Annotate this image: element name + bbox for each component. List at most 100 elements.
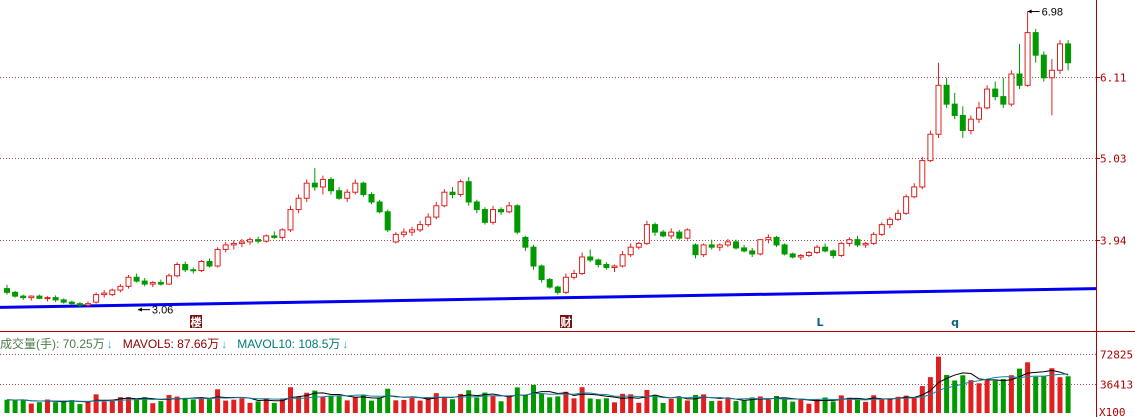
volume-bar (936, 356, 941, 413)
event-marker[interactable]: 楼 (190, 315, 202, 329)
candle-body (660, 231, 667, 237)
event-marker-box (190, 315, 202, 328)
candle-body (190, 269, 197, 272)
volume-bar (207, 399, 212, 413)
candle-body (814, 246, 820, 253)
candlestick (157, 279, 164, 286)
volume-bar (296, 396, 302, 413)
candle-body (846, 239, 853, 244)
candle-body (797, 254, 804, 258)
candle-body (68, 301, 75, 305)
candlestick (976, 101, 982, 123)
down-arrow-icon: ↓ (342, 337, 349, 351)
candlestick (255, 236, 262, 244)
down-arrow-icon: ↓ (106, 337, 113, 351)
volume-bar (36, 402, 42, 413)
candle-body (263, 235, 270, 242)
candlestick (660, 229, 667, 238)
volume-bar (814, 399, 820, 413)
candle-body (1008, 73, 1015, 105)
candle-body (741, 247, 748, 252)
candlestick (765, 234, 772, 244)
candlestick (733, 239, 739, 250)
volume-bar (4, 399, 10, 413)
candlestick (68, 300, 75, 306)
volume-bar (174, 396, 180, 413)
candlestick (514, 204, 521, 235)
mavol5-line (6, 369, 1069, 403)
candlestick (360, 181, 367, 197)
volume-bar (409, 397, 415, 413)
mavol10-line (6, 373, 1069, 402)
volume-bar (612, 402, 617, 413)
candle-body (28, 295, 35, 299)
volume-bar (620, 393, 626, 413)
candle-body (109, 289, 116, 296)
volume-bar (117, 397, 123, 413)
candlestick (392, 232, 399, 244)
volume-bar (61, 401, 67, 413)
candle-body (360, 182, 367, 195)
candle-body (433, 205, 440, 218)
candlestick (652, 222, 658, 236)
volume-bar (93, 394, 99, 413)
candle-body (781, 244, 788, 255)
candle-body (93, 294, 100, 303)
event-marker[interactable]: 财 (560, 315, 573, 329)
candle-body (546, 279, 553, 288)
candle-body (643, 224, 650, 244)
candlestick (846, 237, 853, 247)
candle-body (328, 178, 334, 192)
candlestick (530, 244, 537, 270)
candle-body (886, 218, 893, 226)
volume-bar (271, 402, 277, 413)
candlestick (1016, 43, 1023, 90)
volume-bar (571, 398, 577, 413)
event-marker-label: 财 (560, 315, 572, 329)
volume-bar (377, 397, 383, 413)
candle-body (530, 246, 537, 267)
volume-bar (158, 401, 164, 413)
candlestick (716, 243, 723, 251)
price-tick-label: 5.03 (1100, 153, 1127, 166)
event-marker[interactable]: q (951, 316, 959, 329)
volume-legend-volume: 成交量(手): 70.25万 (0, 337, 105, 351)
candlestick (587, 249, 594, 263)
candle-body (271, 235, 278, 238)
volume-bar (741, 400, 747, 413)
candle-body (611, 265, 618, 269)
candle-body (984, 88, 991, 109)
candle-body (927, 133, 934, 162)
candle-body (141, 280, 148, 285)
candle-body (514, 205, 521, 233)
volume-bar (304, 392, 310, 413)
candle-body (1016, 73, 1023, 86)
price-tick-label: 6.11 (1100, 72, 1127, 85)
candle-body (101, 292, 108, 296)
candle-body (765, 236, 772, 241)
candlestick (943, 77, 950, 108)
volume-bar (85, 401, 91, 413)
volume-bar (587, 398, 593, 413)
candlestick (862, 241, 869, 248)
volume-legend-mavol5: MAVOL5: 87.66万 (122, 337, 220, 351)
volume-bar (198, 398, 204, 413)
candle-body (571, 273, 577, 278)
volume-bar (976, 383, 982, 413)
candlestick (409, 226, 415, 236)
candlestick (174, 262, 181, 278)
candlestick (919, 156, 926, 190)
event-marker[interactable]: L (816, 316, 823, 329)
candlestick (1048, 58, 1055, 116)
candlestick (854, 235, 861, 248)
candlestick (1057, 40, 1063, 75)
candlestick (303, 179, 310, 203)
candlestick (822, 243, 829, 253)
volume-bar (401, 399, 407, 413)
candlestick (814, 244, 820, 254)
candle-body (749, 250, 756, 255)
candle-body (400, 231, 407, 235)
volume-bar (855, 400, 860, 413)
volume-bar (603, 398, 609, 413)
volume-bar (1000, 379, 1006, 413)
